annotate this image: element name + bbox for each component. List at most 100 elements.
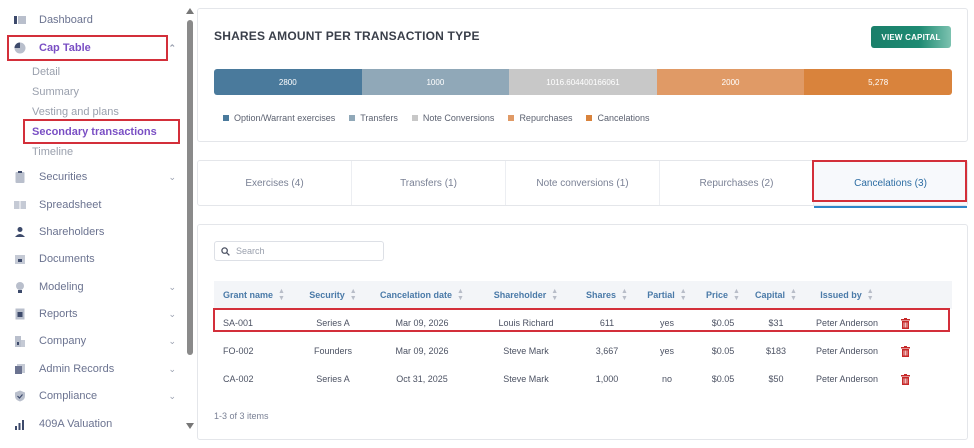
sidebar-subitem-detail[interactable]: Detail [32, 66, 61, 78]
scrollbar-thumb[interactable] [187, 20, 193, 355]
cell-price: $0.05 [711, 346, 735, 356]
column-header-shareholder[interactable]: Shareholder ▲ ▼ [474, 288, 578, 302]
sidebar-item-company[interactable]: Company ⌄ [8, 329, 180, 353]
cell-capital: $31 [768, 318, 784, 328]
sidebar-subitem-timeline[interactable]: Timeline [32, 146, 74, 158]
sidebar-item-documents[interactable]: Documents [8, 247, 180, 271]
column-header-capital[interactable]: Capital ▲ ▼ [748, 288, 804, 302]
pagination-count: 1-3 of 3 items [214, 411, 269, 421]
tab-exercises[interactable]: Exercises (4) [198, 161, 352, 205]
sidebar-scrollbar[interactable] [185, 8, 195, 433]
delete-button[interactable] [890, 317, 920, 329]
sidebar-item-label: Cap Table [39, 42, 91, 54]
sort-icon: ▲ ▼ [551, 288, 559, 302]
tab-repurchases[interactable]: Repurchases (2) [660, 161, 814, 205]
valuation-icon [15, 420, 24, 430]
column-label: Security [309, 290, 345, 300]
tab-cancelations[interactable]: Cancelations (3) [814, 161, 967, 208]
legend-swatch [411, 115, 418, 121]
chevron-down-icon: ⌄ [168, 171, 176, 182]
report-icon [15, 308, 25, 320]
sidebar-item-shareholders[interactable]: Shareholders [8, 220, 180, 244]
sidebar-item-spreadsheet[interactable]: Spreadsheet [8, 193, 180, 217]
chevron-down-icon: ⌄ [168, 335, 176, 346]
cancelations-table-card: Grant name ▲▼ Security ▲▼ Cancelation date… [197, 224, 968, 440]
sidebar-item-reports[interactable]: Reports ⌄ [8, 302, 180, 326]
dashboard-icon [14, 16, 26, 24]
bar-segment-exercises: 2800 [214, 69, 362, 95]
table-row[interactable]: CA-002 Series A Oct 31, 2025 Steve Mark … [214, 365, 952, 393]
column-header-security[interactable]: Security ▲ ▼ [296, 288, 370, 302]
spreadsheet-icon [14, 201, 26, 209]
sidebar-item-label: Documents [39, 253, 95, 265]
bar-segment-note-conversions: 1016.604400166061 [509, 69, 657, 95]
column-header-issued-by[interactable]: Issued by ▲ ▼ [804, 288, 890, 302]
sort-icon: ▲ ▼ [790, 288, 797, 302]
cell-shareholder: Louis Richard [498, 318, 554, 328]
cell-price: $0.05 [711, 374, 735, 384]
sidebar-subitem-secondary-transactions[interactable]: Secondary transactions [32, 126, 157, 138]
sort-icon: ▲ ▼ [278, 288, 285, 302]
cell-shareholder: Steve Mark [503, 346, 549, 356]
cell-capital: $183 [765, 346, 787, 356]
column-label: Shares [586, 290, 617, 300]
trash-icon [900, 373, 910, 385]
sidebar-subitem-summary[interactable]: Summary [32, 86, 80, 98]
cell-shareholder: Steve Mark [503, 374, 549, 384]
sort-icon: ▲ ▼ [679, 288, 687, 302]
column-header-grant-name[interactable]: Grant name ▲ ▼ [214, 288, 296, 302]
view-capital-button[interactable]: VIEW CAPITAL [871, 26, 951, 48]
cell-issued-by: Peter Anderson [815, 318, 879, 328]
cell-security: Series A [316, 374, 350, 384]
cell-security: Series A [316, 318, 350, 328]
chevron-up-icon: ⌃ [168, 42, 176, 53]
column-header-cancelation-date[interactable]: Cancelation date ▲ ▼ [370, 288, 474, 302]
search-box[interactable] [214, 241, 384, 261]
cell-security: Founders [313, 346, 353, 356]
sidebar-item-label: Modeling [39, 281, 84, 293]
cell-partial: no [661, 374, 672, 384]
scroll-up-arrow-icon[interactable] [186, 8, 194, 14]
legend-item: Option/Warrant exercises [223, 113, 335, 123]
legend-item: Note Conversions [411, 113, 494, 123]
sidebar-subitem-vesting[interactable]: Vesting and plans [32, 106, 119, 118]
sidebar-item-label: Spreadsheet [39, 199, 102, 211]
tab-transfers[interactable]: Transfers (1) [352, 161, 506, 205]
cell-issued-by: Peter Anderson [815, 374, 879, 384]
legend-item: Transfers [349, 113, 398, 123]
bar-segment-cancelations: 5,278 [804, 69, 952, 95]
cell-capital: $50 [768, 374, 784, 384]
sidebar-item-cap-table[interactable]: Cap Table ⌃ [8, 36, 180, 60]
search-icon [221, 246, 230, 256]
legend-swatch [508, 115, 515, 121]
sidebar-item-dashboard[interactable]: Dashboard [8, 8, 180, 32]
column-header-price[interactable]: Price ▲ ▼ [698, 288, 748, 302]
sidebar-item-label: Shareholders [39, 226, 105, 238]
table-row[interactable]: FO-002 Founders Mar 09, 2026 Steve Mark … [214, 337, 952, 365]
cell-price: $0.05 [711, 318, 735, 328]
delete-button[interactable] [890, 345, 920, 357]
delete-button[interactable] [890, 373, 920, 385]
folder-icon [15, 255, 25, 264]
sidebar-item-compliance[interactable]: Compliance ⌄ [8, 384, 180, 408]
column-header-shares[interactable]: Shares ▲ ▼ [578, 288, 636, 302]
sort-icon: ▲ ▼ [349, 288, 357, 302]
tab-note-conversions[interactable]: Note conversions (1) [506, 161, 660, 205]
chevron-down-icon: ⌄ [168, 308, 176, 319]
legend-item: Cancelations [586, 113, 650, 123]
table-header: Grant name ▲ ▼ Security ▲ ▼ Cancelation date… [214, 281, 952, 309]
cell-grant-name: CA-002 [223, 374, 254, 384]
clipboard-icon [15, 171, 25, 183]
table-row[interactable]: SA-001 Series A Mar 09, 2026 Louis Richa… [214, 309, 952, 337]
search-input[interactable] [236, 246, 376, 256]
legend-label: Transfers [360, 113, 398, 123]
sidebar-item-admin-records[interactable]: Admin Records ⌄ [8, 357, 180, 381]
sidebar-item-securities[interactable]: Securities ⌄ [8, 165, 180, 189]
cell-grant-name: FO-002 [223, 346, 254, 356]
sidebar-item-modeling[interactable]: Modeling ⌄ [8, 275, 180, 299]
scroll-down-arrow-icon[interactable] [186, 423, 194, 429]
shield-icon [15, 390, 25, 402]
column-header-partial[interactable]: Partial ▲ ▼ [636, 288, 698, 302]
sidebar-item-409a-valuation[interactable]: 409A Valuation [8, 412, 180, 436]
